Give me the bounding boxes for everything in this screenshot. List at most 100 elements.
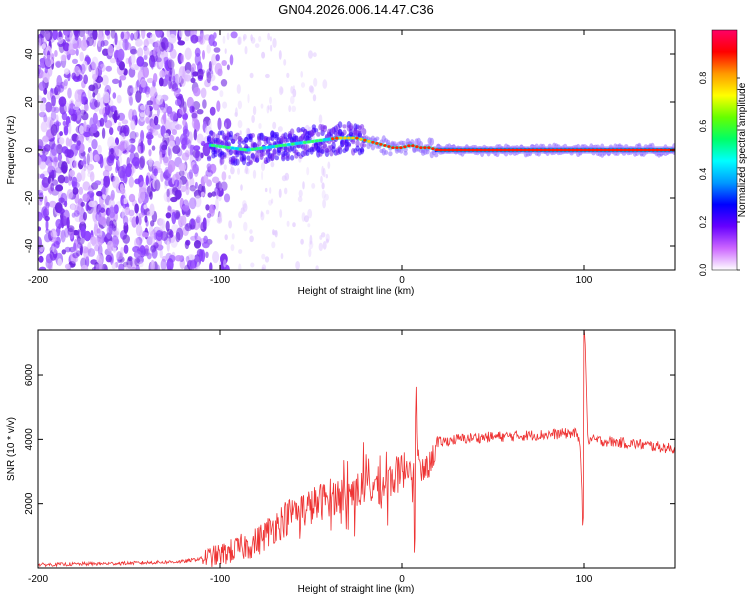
heatmap-noise-cell bbox=[223, 259, 227, 268]
heatmap-noise-cell bbox=[156, 264, 160, 270]
heatmap-noise-cell bbox=[64, 148, 72, 158]
heatmap-noise-cell bbox=[110, 173, 114, 182]
heatmap-noise-cell bbox=[152, 177, 159, 190]
heatmap-band-cell bbox=[222, 154, 227, 159]
heatmap-noise-cell bbox=[38, 139, 44, 150]
heatmap-noise-cell bbox=[268, 199, 273, 206]
heatmap-noise-cell bbox=[97, 204, 102, 211]
heatmap-noise-cell bbox=[184, 30, 192, 37]
heatmap-noise-cell bbox=[44, 30, 51, 41]
heatmap-noise-cell bbox=[106, 240, 114, 252]
heatmap-noise-cell bbox=[213, 47, 221, 53]
heatmap-noise-cell bbox=[116, 94, 122, 104]
heatmap-noise-cell bbox=[69, 30, 75, 44]
heatmap-noise-cell bbox=[89, 150, 93, 163]
heatmap-noise-cell bbox=[209, 106, 216, 116]
heatmap-noise-cell bbox=[91, 139, 98, 150]
heatmap-noise-cell bbox=[133, 30, 139, 40]
heatmap-noise-cell bbox=[102, 185, 106, 195]
heatmap-noise-cell bbox=[249, 235, 254, 243]
heatmap-track-cell bbox=[431, 147, 435, 151]
heatmap-noise-cell bbox=[57, 36, 64, 45]
heatmap-noise-cell bbox=[72, 252, 79, 259]
heatmap-noise-cell bbox=[178, 30, 183, 38]
heatmap-track-cell bbox=[295, 142, 299, 145]
top-y-tick-label: 40 bbox=[24, 48, 35, 60]
heatmap-noise-cell bbox=[230, 166, 235, 175]
heatmap-noise-cell bbox=[215, 54, 220, 62]
heatmap-noise-cell bbox=[52, 30, 58, 41]
heatmap-noise-cell bbox=[44, 144, 51, 152]
heatmap-band-cell bbox=[355, 139, 360, 148]
heatmap-track-cell bbox=[315, 139, 319, 143]
heatmap-noise-cell bbox=[250, 34, 253, 42]
heatmap-noise-cell bbox=[87, 166, 91, 174]
heatmap-noise-cell bbox=[200, 249, 206, 263]
heatmap-noise-cell bbox=[143, 204, 147, 210]
heatmap-noise-cell bbox=[184, 36, 190, 42]
heatmap-noise-cell bbox=[292, 222, 296, 228]
heatmap-noise-cell bbox=[252, 105, 257, 116]
heatmap-noise-cell bbox=[68, 43, 74, 55]
heatmap-noise-cell bbox=[44, 233, 52, 243]
heatmap-noise-cell bbox=[209, 262, 213, 270]
heatmap-noise-cell bbox=[70, 100, 74, 111]
heatmap-noise-cell bbox=[131, 109, 137, 121]
heatmap-noise-cell bbox=[321, 232, 326, 238]
heatmap-noise-cell bbox=[209, 204, 216, 217]
heatmap-noise-cell bbox=[76, 172, 82, 183]
heatmap-noise-cell bbox=[146, 105, 150, 117]
heatmap-noise-cell bbox=[38, 41, 41, 53]
heatmap-noise-cell bbox=[271, 198, 274, 204]
heatmap-noise-cell bbox=[155, 57, 162, 63]
heatmap-noise-cell bbox=[261, 51, 266, 59]
heatmap-noise-cell bbox=[99, 117, 105, 127]
heatmap-noise-cell bbox=[59, 131, 63, 137]
heatmap-noise-cell bbox=[280, 253, 284, 260]
heatmap-noise-cell bbox=[249, 229, 253, 235]
heatmap-noise-cell bbox=[50, 111, 57, 121]
heatmap-noise-cell bbox=[208, 34, 215, 47]
heatmap-noise-cell bbox=[306, 167, 310, 176]
heatmap-noise-cell bbox=[135, 224, 143, 237]
heatmap-noise-cell bbox=[322, 199, 326, 209]
heatmap-noise-cell bbox=[269, 104, 272, 112]
heatmap-noise-cell bbox=[156, 108, 160, 117]
heatmap-band-cell bbox=[289, 128, 295, 135]
heatmap-noise-cell bbox=[265, 73, 270, 79]
heatmap-noise-cell bbox=[72, 187, 79, 195]
heatmap-noise-cell bbox=[80, 201, 85, 207]
heatmap-noise-cell bbox=[73, 160, 78, 169]
heatmap-noise-cell bbox=[50, 182, 55, 192]
heatmap-noise-cell bbox=[188, 169, 193, 179]
heatmap-noise-cell bbox=[62, 165, 67, 173]
heatmap-noise-cell bbox=[179, 170, 185, 177]
heatmap-noise-cell bbox=[154, 40, 162, 53]
heatmap-noise-cell bbox=[41, 206, 48, 219]
heatmap-noise-cell bbox=[74, 30, 79, 41]
heatmap-noise-cell bbox=[53, 246, 57, 255]
heatmap-noise-cell bbox=[224, 122, 227, 129]
heatmap-noise-cell bbox=[134, 237, 140, 249]
heatmap-noise-cell bbox=[286, 220, 290, 227]
heatmap-noise-cell bbox=[222, 101, 228, 109]
heatmap-noise-cell bbox=[327, 161, 331, 169]
heatmap-noise-cell bbox=[38, 255, 44, 263]
heatmap-noise-cell bbox=[154, 179, 161, 191]
heatmap-noise-cell bbox=[309, 234, 313, 245]
heatmap-noise-cell bbox=[136, 30, 140, 39]
heatmap-noise-cell bbox=[82, 193, 90, 202]
heatmap-noise-cell bbox=[159, 218, 166, 229]
heatmap-noise-cell bbox=[95, 263, 103, 270]
heatmap-noise-cell bbox=[191, 259, 195, 270]
heatmap-noise-cell bbox=[38, 66, 42, 76]
heatmap-noise-cell bbox=[81, 111, 89, 121]
heatmap-noise-cell bbox=[112, 92, 117, 99]
heatmap-noise-cell bbox=[94, 67, 99, 78]
heatmap-noise-cell bbox=[70, 203, 76, 211]
heatmap-noise-cell bbox=[318, 114, 323, 124]
heatmap-noise-cell bbox=[74, 89, 83, 103]
heatmap-band-cell bbox=[254, 151, 260, 159]
heatmap-noise-cell bbox=[182, 119, 187, 127]
